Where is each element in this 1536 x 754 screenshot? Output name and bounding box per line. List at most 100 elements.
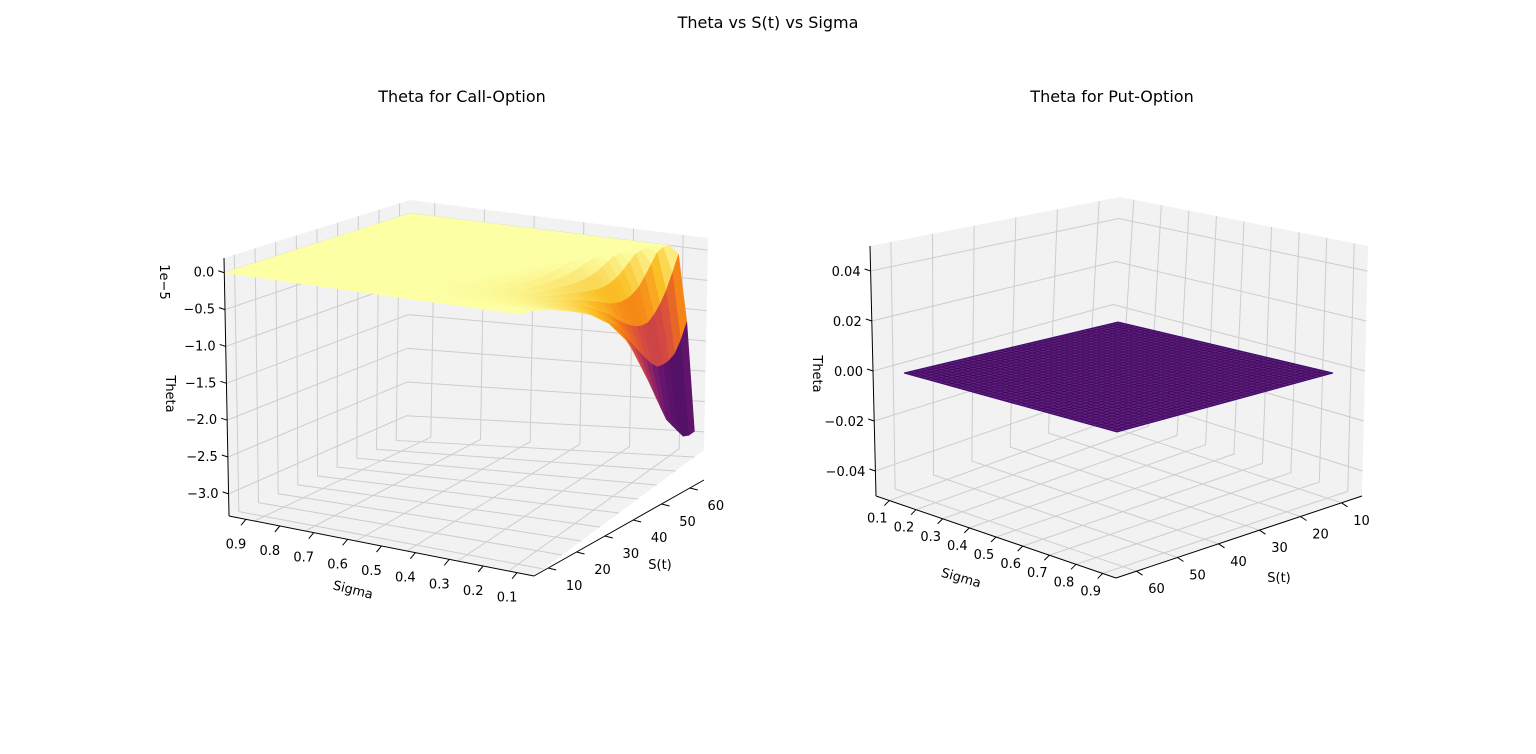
put-x-tick-label: 50 bbox=[1189, 569, 1206, 584]
put-y-tick bbox=[990, 536, 997, 543]
put-z-tick bbox=[865, 318, 872, 322]
call-x-tick-label: 30 bbox=[623, 547, 640, 562]
put-x-tick-label: 30 bbox=[1271, 541, 1288, 556]
call-y-tick bbox=[410, 552, 416, 559]
put-mesh-line bbox=[1069, 333, 1285, 387]
put-y-tick-label: 0.5 bbox=[974, 548, 995, 563]
put-grid-y bbox=[942, 210, 1190, 520]
put-mesh-line bbox=[1016, 345, 1231, 402]
put-grid-z bbox=[870, 217, 1368, 272]
call-z-tick-label: −2.5 bbox=[186, 450, 218, 465]
put-grid-y bbox=[1102, 243, 1355, 574]
call-x-tick bbox=[576, 551, 585, 555]
put-grid-x bbox=[890, 241, 1137, 572]
put-mesh-line bbox=[1043, 339, 1258, 394]
put-grid-y bbox=[915, 205, 1162, 511]
call-grid-z bbox=[226, 347, 706, 421]
put-grid-x bbox=[932, 233, 1178, 558]
put-mesh-line bbox=[1037, 340, 1253, 396]
call-y-tick-label: 0.6 bbox=[327, 557, 348, 572]
put-grid-y bbox=[1022, 226, 1273, 547]
put-chart-title: Theta for Put-Option bbox=[1029, 87, 1193, 106]
figure-suptitle: Theta vs S(t) vs Sigma bbox=[677, 13, 859, 32]
put-z-tick bbox=[866, 368, 874, 372]
put-x-tick-label: 20 bbox=[1312, 528, 1329, 543]
put-theta-chart: Theta for Put-Option 10 20 30 40 50 60 0.1 0.2 0… bbox=[809, 87, 1370, 599]
call-chart-title: Theta for Call-Option bbox=[377, 87, 546, 106]
call-theta-chart: Theta for Call-Option 10 20 30 40 50 60 0.1 0.2… bbox=[156, 87, 724, 606]
put-mesh-line bbox=[1053, 357, 1269, 415]
call-z-tick bbox=[222, 491, 229, 495]
put-mesh-line bbox=[1101, 325, 1317, 378]
call-grid-y bbox=[295, 235, 601, 528]
put-z-tick bbox=[864, 268, 871, 272]
put-mesh-line bbox=[1047, 356, 1264, 414]
call-z-tick bbox=[220, 380, 227, 384]
call-y-tick bbox=[511, 572, 518, 579]
call-x-tick bbox=[689, 487, 698, 491]
call-z-tick-label: −0.5 bbox=[183, 303, 215, 318]
put-z-tick-label: −0.04 bbox=[826, 465, 866, 480]
call-x-axis-label: S(t) bbox=[648, 558, 672, 573]
put-x-tick bbox=[1259, 529, 1266, 535]
put-x-tick-label: 10 bbox=[1353, 514, 1370, 529]
put-mesh-line bbox=[1032, 342, 1247, 397]
call-z-tick-label: 0.0 bbox=[194, 266, 215, 281]
put-mesh-line bbox=[1059, 335, 1274, 390]
put-surface-mesh bbox=[909, 323, 1328, 431]
put-mesh-line bbox=[1095, 367, 1312, 427]
call-y-tick-label: 0.3 bbox=[429, 577, 450, 592]
call-x-tick-label: 40 bbox=[651, 531, 668, 546]
put-mesh-line bbox=[1079, 363, 1296, 422]
put-mesh-line bbox=[1074, 362, 1291, 421]
call-y-tick bbox=[477, 565, 484, 573]
put-x-tick-label: 60 bbox=[1148, 582, 1165, 597]
call-surface bbox=[224, 213, 695, 437]
call-x-tick bbox=[661, 503, 670, 507]
put-y-axis-label: Sigma bbox=[939, 566, 982, 592]
call-y-tick-label: 0.2 bbox=[463, 584, 484, 599]
put-z-tick-label: −0.02 bbox=[824, 415, 864, 430]
call-z-tick bbox=[219, 343, 226, 347]
put-y-tick-label: 0.3 bbox=[920, 530, 941, 545]
call-x-tick-label: 20 bbox=[594, 563, 611, 578]
put-y-tick-label: 0.1 bbox=[867, 512, 888, 527]
call-z-tick-label: −1.0 bbox=[184, 339, 216, 354]
put-mesh-line bbox=[1053, 337, 1269, 391]
call-surface-patch bbox=[510, 310, 527, 315]
call-x-tick-label: 10 bbox=[566, 579, 583, 594]
put-z-tick bbox=[868, 418, 875, 422]
put-mesh-line bbox=[1015, 348, 1231, 405]
call-grid-y bbox=[316, 228, 620, 514]
call-z-tick bbox=[221, 454, 229, 458]
put-grid-z bbox=[872, 303, 1366, 372]
call-y-tick bbox=[274, 525, 281, 533]
call-grid-y bbox=[356, 216, 657, 486]
put-z-axis-label: Theta bbox=[809, 354, 824, 392]
call-z-tick bbox=[218, 270, 225, 274]
call-z-tick bbox=[220, 417, 228, 421]
call-offset-text: 1e−5 bbox=[156, 264, 171, 299]
call-y-tick-label: 0.9 bbox=[226, 537, 247, 552]
put-z-tick-label: 0.00 bbox=[834, 365, 863, 380]
call-y-tick bbox=[443, 559, 450, 566]
call-y-tick bbox=[240, 519, 247, 526]
call-x-axis-line bbox=[533, 479, 705, 577]
put-surface bbox=[903, 321, 1334, 433]
call-grid-y bbox=[233, 254, 544, 570]
put-y-tick-label: 0.9 bbox=[1080, 584, 1101, 599]
put-y-tick bbox=[1070, 563, 1077, 570]
call-y-tick-label: 0.8 bbox=[259, 544, 280, 559]
call-grid-y bbox=[254, 248, 563, 556]
put-y-tick-label: 0.7 bbox=[1027, 566, 1048, 581]
call-z-axis-label: Theta bbox=[162, 374, 177, 412]
put-y-tick-label: 0.6 bbox=[1000, 557, 1021, 572]
call-x-tick-label: 50 bbox=[679, 515, 696, 530]
call-z-tick-label: −3.0 bbox=[187, 487, 219, 502]
put-side-pane bbox=[1106, 197, 1368, 496]
put-y-tick bbox=[963, 527, 970, 534]
put-mesh-line bbox=[1106, 370, 1323, 430]
put-grid-y bbox=[969, 216, 1217, 529]
call-grid-z bbox=[228, 415, 705, 495]
call-y-axis-label: Sigma bbox=[331, 578, 374, 602]
